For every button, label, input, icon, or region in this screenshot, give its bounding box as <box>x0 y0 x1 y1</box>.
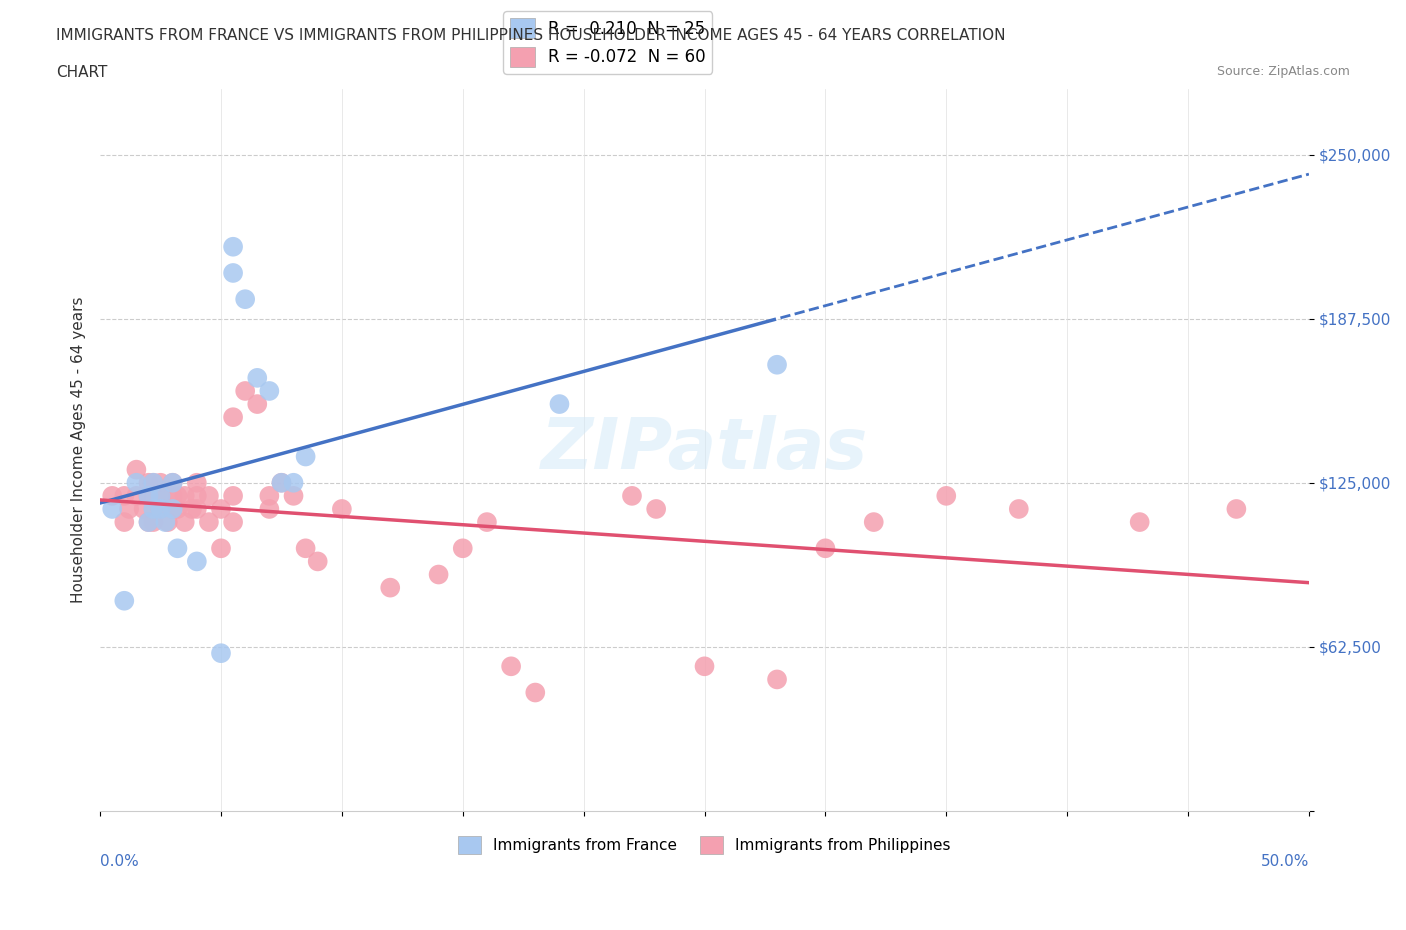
Point <box>149 488 172 503</box>
Point <box>451 541 474 556</box>
Point <box>142 488 165 503</box>
Text: 50.0%: 50.0% <box>1261 854 1309 869</box>
Point <box>125 475 148 490</box>
Text: 0.0%: 0.0% <box>100 854 139 869</box>
Text: Source: ZipAtlas.com: Source: ZipAtlas.com <box>1216 65 1350 78</box>
Point <box>294 449 316 464</box>
Point <box>142 475 165 490</box>
Point <box>138 488 160 503</box>
Point <box>766 672 789 687</box>
Point <box>259 488 281 503</box>
Point <box>112 593 135 608</box>
Text: IMMIGRANTS FROM FRANCE VS IMMIGRANTS FROM PHILIPPINES HOUSEHOLDER INCOME AGES 45: IMMIGRANTS FROM FRANCE VS IMMIGRANTS FRO… <box>56 28 1005 43</box>
Point <box>935 488 957 503</box>
Point <box>138 488 160 503</box>
Point <box>142 475 165 490</box>
Point <box>162 475 184 490</box>
Point <box>149 501 172 516</box>
Point <box>222 410 245 425</box>
Point <box>259 501 281 516</box>
Point <box>186 554 208 569</box>
Point <box>125 462 148 477</box>
Point <box>270 475 292 490</box>
Point <box>142 501 165 516</box>
Point <box>138 475 160 490</box>
Point <box>307 554 329 569</box>
Point <box>186 488 208 503</box>
Point <box>186 501 208 516</box>
Point <box>294 541 316 556</box>
Point <box>166 541 188 556</box>
Point <box>246 396 269 411</box>
Point <box>149 488 172 503</box>
Point <box>173 488 195 503</box>
Point <box>149 475 172 490</box>
Point <box>198 514 221 529</box>
Point <box>1225 501 1247 516</box>
Point <box>138 514 160 529</box>
Point <box>198 488 221 503</box>
Point <box>101 488 124 503</box>
Point <box>1129 514 1152 529</box>
Point <box>233 383 256 398</box>
Point <box>283 475 305 490</box>
Point <box>118 501 141 516</box>
Point <box>222 488 245 503</box>
Point <box>162 501 184 516</box>
Point <box>181 501 204 516</box>
Point <box>645 501 668 516</box>
Point <box>112 488 135 503</box>
Point <box>162 488 184 503</box>
Point <box>166 488 188 503</box>
Point <box>149 501 172 516</box>
Text: ZIPatlas: ZIPatlas <box>541 416 868 485</box>
Point <box>112 514 135 529</box>
Legend: Immigrants from France, Immigrants from Philippines: Immigrants from France, Immigrants from … <box>453 830 957 860</box>
Text: CHART: CHART <box>56 65 108 80</box>
Point <box>162 501 184 516</box>
Point <box>125 488 148 503</box>
Point <box>155 514 177 529</box>
Point <box>132 501 155 516</box>
Point <box>380 580 402 595</box>
Point <box>259 383 281 398</box>
Point <box>233 292 256 307</box>
Point <box>283 488 305 503</box>
Point <box>156 514 179 529</box>
Point <box>330 501 353 516</box>
Point <box>427 567 450 582</box>
Point <box>524 685 547 700</box>
Point <box>173 514 195 529</box>
Point <box>862 514 884 529</box>
Point <box>814 541 837 556</box>
Point <box>548 396 571 411</box>
Point <box>766 357 789 372</box>
Point <box>142 514 165 529</box>
Point <box>501 658 523 673</box>
Point <box>209 501 232 516</box>
Point <box>101 501 124 516</box>
Point <box>209 541 232 556</box>
Point <box>186 475 208 490</box>
Point <box>222 514 245 529</box>
Point <box>222 239 245 254</box>
Point <box>693 658 716 673</box>
Point <box>222 266 245 281</box>
Point <box>270 475 292 490</box>
Point <box>246 370 269 385</box>
Point <box>162 475 184 490</box>
Point <box>1008 501 1031 516</box>
Point <box>138 514 160 529</box>
Y-axis label: Householder Income Ages 45 - 64 years: Householder Income Ages 45 - 64 years <box>72 297 86 604</box>
Point <box>475 514 498 529</box>
Point <box>620 488 643 503</box>
Point <box>209 645 232 660</box>
Point <box>166 501 188 516</box>
